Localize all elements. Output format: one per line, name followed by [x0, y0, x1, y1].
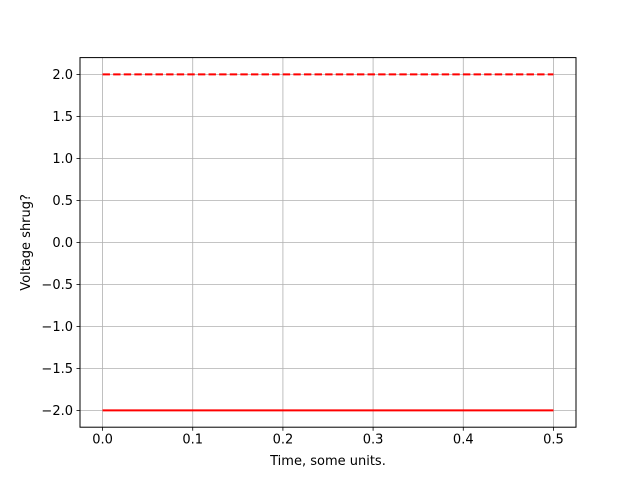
x-tick-label: 0.2 [273, 433, 294, 448]
series-layer [102, 73, 554, 412]
x-tick-label: 0.4 [453, 433, 474, 448]
x-axis-label: Time, some units. [269, 454, 386, 469]
y-tick-label: −1.0 [41, 320, 73, 335]
y-tick-label: −0.5 [41, 278, 73, 293]
x-tick-label: 0.3 [363, 433, 384, 448]
y-tick-label: 2.0 [52, 68, 73, 83]
y-axis-label: Voltage shrug? [19, 194, 34, 291]
x-tick-label: 0.5 [543, 433, 564, 448]
y-tick-label: 0.0 [52, 236, 73, 251]
tick-layer [76, 74, 554, 431]
y-tick-label: −1.5 [41, 362, 73, 377]
x-tick-label: 0.1 [182, 433, 203, 448]
y-tick-label: 0.5 [52, 194, 73, 209]
y-tick-label: 1.0 [52, 152, 73, 167]
tick-label-layer: 0.0 0.1 0.2 0.3 0.4 0.5 −2.0 −1.5 −1.0 −0.5 0.0 0.5… [41, 68, 563, 448]
grid-layer [80, 57, 576, 428]
y-tick-label: 1.5 [52, 110, 73, 125]
y-tick-label: −2.0 [41, 404, 73, 419]
x-tick-label: 0.0 [92, 433, 113, 448]
